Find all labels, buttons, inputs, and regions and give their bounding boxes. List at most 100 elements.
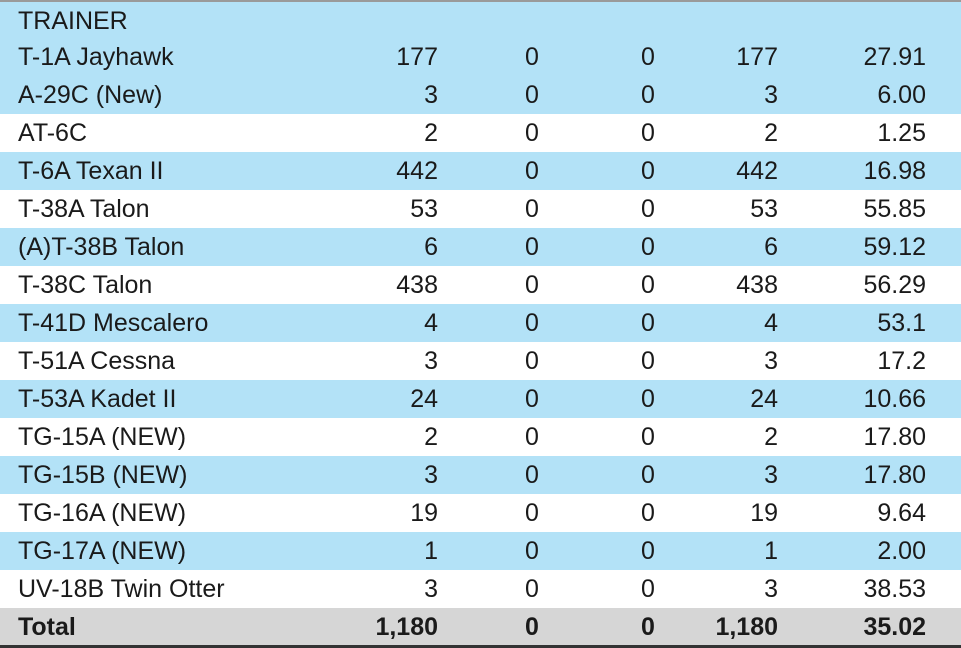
cell-value: 0	[641, 157, 655, 185]
cell-value: 0	[641, 119, 655, 147]
row-label: T-51A Cessna	[18, 347, 176, 375]
cell-value: 0	[641, 499, 655, 527]
cell-value: 0	[525, 385, 539, 413]
cell-value: 38.53	[863, 575, 926, 603]
cell-value: 177	[736, 43, 778, 71]
cell-value: 19	[410, 499, 438, 527]
cell-value: 24	[410, 385, 438, 413]
cell-value: 53.1	[877, 309, 926, 337]
table-row: T-1A Jayhawk 177 0 0 177 27.91	[0, 38, 961, 76]
cell-value: 0	[525, 309, 539, 337]
table-row: UV-18B Twin Otter 3 0 0 3 38.53	[0, 570, 961, 608]
cell-value: 0	[641, 271, 655, 299]
cell-value: 3	[424, 461, 438, 489]
table-row: AT-6C 2 0 0 2 1.25	[0, 114, 961, 152]
cell-value: 4	[764, 309, 778, 337]
row-label: TG-15A (NEW)	[18, 423, 187, 451]
row-label: T-1A Jayhawk	[18, 43, 174, 71]
cell-value: 56.29	[863, 271, 926, 299]
cell-value: 3	[424, 575, 438, 603]
cell-value: 53	[750, 195, 778, 223]
cell-value: 17.80	[863, 423, 926, 451]
cell-value: 0	[641, 537, 655, 565]
cell-value: 0	[525, 499, 539, 527]
row-label: T-41D Mescalero	[18, 309, 209, 337]
cell-value: 1,180	[375, 613, 438, 641]
row-label: TG-17A (NEW)	[18, 537, 187, 565]
cell-value: 0	[641, 195, 655, 223]
cell-value: 0	[525, 537, 539, 565]
cell-value: 3	[764, 575, 778, 603]
cell-value: 17.2	[877, 347, 926, 375]
row-label: (A)T-38B Talon	[18, 233, 185, 261]
table-row: (A)T-38B Talon 6 0 0 6 59.12	[0, 228, 961, 266]
row-label: TG-16A (NEW)	[18, 499, 187, 527]
cell-value: 0	[525, 81, 539, 109]
cell-value: 0	[641, 613, 655, 641]
cell-value: 1.25	[877, 119, 926, 147]
row-label: AT-6C	[18, 119, 87, 147]
cell-value: 0	[525, 43, 539, 71]
cell-value: 3	[764, 461, 778, 489]
cell-value: 6	[764, 233, 778, 261]
cell-value: 27.91	[863, 43, 926, 71]
row-label: Total	[18, 613, 76, 641]
row-label: T-38C Talon	[18, 271, 153, 299]
cell-value: 16.98	[863, 157, 926, 185]
row-label: TRAINER	[18, 7, 128, 35]
cell-value: 0	[641, 423, 655, 451]
cell-value: 0	[641, 233, 655, 261]
cell-value: 59.12	[863, 233, 926, 261]
cell-value: 438	[736, 271, 778, 299]
cell-value: 0	[525, 233, 539, 261]
cell-value: 2	[424, 423, 438, 451]
cell-value: 3	[424, 347, 438, 375]
cell-value: 6.00	[877, 81, 926, 109]
cell-value: 0	[525, 423, 539, 451]
row-label: TG-15B (NEW)	[18, 461, 188, 489]
cell-value: 0	[525, 613, 539, 641]
cell-value: 0	[525, 157, 539, 185]
cell-value: 0	[525, 195, 539, 223]
cell-value: 2	[764, 119, 778, 147]
cell-value: 17.80	[863, 461, 926, 489]
cell-value: 35.02	[863, 613, 926, 641]
cell-value: 0	[525, 119, 539, 147]
table-row: T-6A Texan II 442 0 0 442 16.98	[0, 152, 961, 190]
section-row: TRAINER	[0, 2, 961, 40]
cell-value: 0	[641, 81, 655, 109]
row-label: UV-18B Twin Otter	[18, 575, 225, 603]
cell-value: 3	[764, 347, 778, 375]
row-label: T-53A Kadet II	[18, 385, 177, 413]
table-row: A-29C (New) 3 0 0 3 6.00	[0, 76, 961, 114]
cell-value: 3	[764, 81, 778, 109]
cell-value: 0	[641, 347, 655, 375]
cell-value: 0	[525, 271, 539, 299]
row-label: T-6A Texan II	[18, 157, 164, 185]
cell-value: 4	[424, 309, 438, 337]
cell-value: 2	[764, 423, 778, 451]
cell-value: 2	[424, 119, 438, 147]
cell-value: 177	[396, 43, 438, 71]
table-row: T-38A Talon 53 0 0 53 55.85	[0, 190, 961, 228]
cell-value: 2.00	[877, 537, 926, 565]
cell-value: 6	[424, 233, 438, 261]
table-row: TG-15B (NEW) 3 0 0 3 17.80	[0, 456, 961, 494]
total-row: Total 1,180 0 0 1,180 35.02	[0, 608, 961, 648]
row-label: A-29C (New)	[18, 81, 163, 109]
cell-value: 0	[525, 575, 539, 603]
table-row: TG-17A (NEW) 1 0 0 1 2.00	[0, 532, 961, 570]
table-row: T-38C Talon 438 0 0 438 56.29	[0, 266, 961, 304]
cell-value: 1,180	[715, 613, 778, 641]
cell-value: 0	[641, 43, 655, 71]
cell-value: 438	[396, 271, 438, 299]
cell-value: 1	[424, 537, 438, 565]
table-row: T-51A Cessna 3 0 0 3 17.2	[0, 342, 961, 380]
cell-value: 24	[750, 385, 778, 413]
cell-value: 0	[525, 347, 539, 375]
cell-value: 0	[641, 309, 655, 337]
cell-value: 10.66	[863, 385, 926, 413]
cell-value: 55.85	[863, 195, 926, 223]
cell-value: 0	[641, 461, 655, 489]
